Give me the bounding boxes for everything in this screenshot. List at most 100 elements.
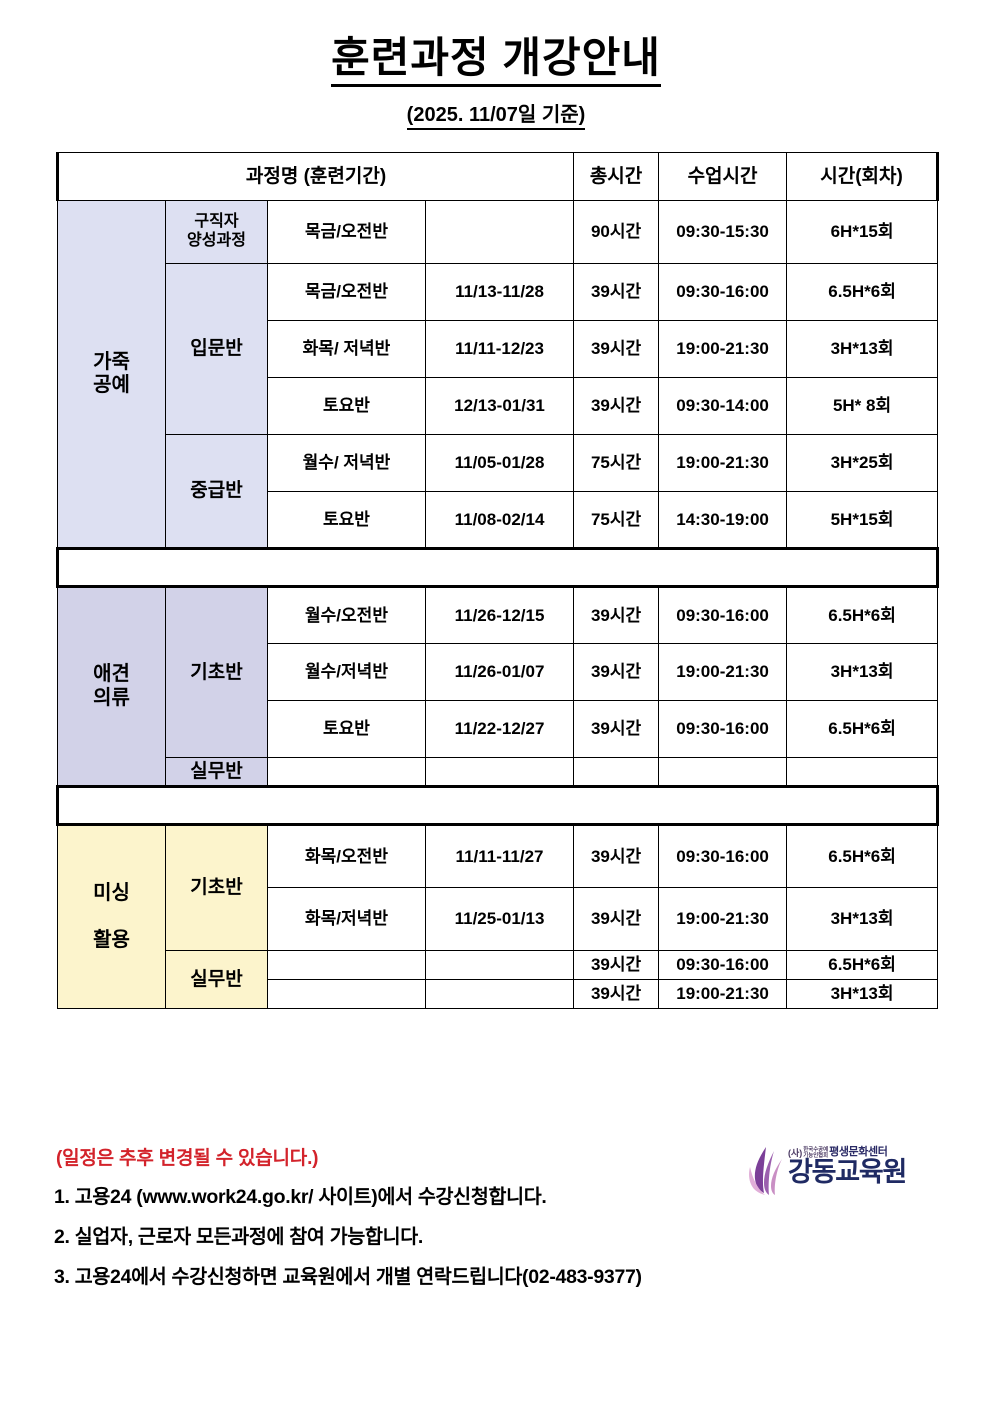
- table-row: 39시간 19:00-21:30 3H*13회: [58, 979, 939, 1010]
- course-time: 14:30-19:00: [658, 491, 788, 550]
- course-period: [424, 200, 575, 265]
- table-row: 실무반 39시간 09:30-16:00 6.5H*6회: [58, 950, 939, 1010]
- course-sessions: 6.5H*6회: [786, 824, 939, 889]
- course-name: 목금/오전반: [267, 200, 426, 265]
- course-total: 39시간: [573, 700, 660, 759]
- course-sessions: 3H*13회: [786, 643, 939, 702]
- logo-tiny-line1: 한국수공예: [803, 1146, 829, 1153]
- logo-center-name: 평생문화센터: [829, 1146, 888, 1158]
- course-sessions: 3H*13회: [786, 887, 939, 952]
- course-name: 월수/ 저녁반: [267, 434, 426, 493]
- schedule-table: 과정명 (훈련기간) 총시간 수업시간 시간(회차) 가죽 공예 구직자 양성과…: [55, 152, 940, 1010]
- logo-text-block: (사) 한국수공예 기능인협회 평생문화센터 강동교육원: [788, 1143, 907, 1187]
- course-sessions: 6.5H*6회: [786, 950, 939, 981]
- course-period: [424, 979, 575, 1010]
- category-line2: 의류: [93, 686, 130, 709]
- course-period: [424, 757, 575, 788]
- logo-main-name: 강동교육원: [788, 1157, 907, 1187]
- course-period: 11/08-02/14: [424, 491, 575, 550]
- course-total: 39시간: [573, 586, 660, 645]
- category-line1: 미싱: [93, 881, 130, 904]
- note-item: 2. 실업자, 근로자 모든과정에 참여 가능합니다.: [54, 1226, 424, 1248]
- course-name: 월수/오전반: [267, 586, 426, 645]
- logo-sa-label: (사): [788, 1148, 803, 1158]
- page-subtitle: (2025. 11/07일 기준): [406, 98, 586, 131]
- table-row: 미싱 활용 기초반 화목/오전반 11/11-11/27 39시간 09:30-…: [57, 824, 939, 1010]
- page-title: 훈련과정 개강안내: [331, 34, 661, 88]
- course-total: 39시간: [573, 377, 660, 436]
- logo-top-line: (사) 한국수공예 기능인협회 평생문화센터: [788, 1143, 906, 1159]
- level-cell-basic: 기초반: [165, 824, 268, 952]
- spacer-cell: [55, 785, 940, 827]
- course-sessions: 6.5H*6회: [786, 700, 939, 759]
- schedule-table-wrapper: 과정명 (훈련기간) 총시간 수업시간 시간(회차) 가죽 공예 구직자 양성과…: [55, 152, 940, 1010]
- footer-block: (일정은 추후 변경될 수 있습니다.) 1. 고용24 (www.work24…: [0, 1143, 992, 1300]
- note-item: 3. 고용24에서 수강신청하면 교육원에서 개별 연락드립니다(02-483-…: [54, 1266, 642, 1288]
- table-row: 애견 의류 기초반 월수/오전반 11/26-12/15 39시간 09:30-…: [57, 586, 939, 788]
- organization-logo: (사) 한국수공예 기능인협회 평생문화센터 강동교육원: [744, 1143, 944, 1215]
- level-cell-practical: 실무반: [165, 950, 268, 1010]
- course-sessions: 3H*25회: [786, 434, 939, 493]
- course-name: 화목/ 저녁반: [267, 320, 426, 379]
- title-block: 훈련과정 개강안내: [0, 0, 992, 88]
- notes-list: 1. 고용24 (www.work24.go.kr/ 사이트)에서 수강신청합니…: [54, 1180, 952, 1289]
- course-name: [267, 979, 426, 1010]
- table-row: 토요반 12/13-01/31 39시간 09:30-14:00 5H* 8회: [58, 377, 939, 436]
- course-time: 19:00-21:30: [658, 979, 788, 1010]
- level-cell-basic: 기초반: [165, 586, 268, 759]
- course-time: 09:30-16:00: [658, 263, 788, 322]
- course-total: 90시간: [573, 200, 660, 265]
- course-time: 09:30-16:00: [658, 824, 788, 889]
- level-line1: 구직자: [194, 213, 239, 231]
- course-total: 75시간: [573, 491, 660, 550]
- course-name: 화목/저녁반: [267, 887, 426, 952]
- category-line1: 가죽: [93, 350, 130, 373]
- level-cell-beginner: 입문반: [165, 263, 268, 436]
- course-sessions: 5H*15회: [786, 491, 939, 550]
- course-time: 19:00-21:30: [658, 643, 788, 702]
- logo-tiny-line2: 기능인협회: [803, 1152, 829, 1159]
- course-time: 19:00-21:30: [658, 434, 788, 493]
- course-period: 11/11-12/23: [424, 320, 575, 379]
- table-row: 토요반 11/08-02/14 75시간 14:30-19:00 5H*15회: [58, 491, 939, 550]
- table-row: 실무반: [58, 757, 939, 788]
- course-sessions: [786, 757, 939, 788]
- course-total: 39시간: [573, 979, 660, 1010]
- course-period: 11/26-01/07: [424, 643, 575, 702]
- course-total: 39시간: [573, 950, 660, 981]
- course-period: 11/26-12/15: [424, 586, 575, 645]
- course-name: [267, 950, 426, 981]
- course-total: 39시간: [573, 320, 660, 379]
- category-cell-petwear: 애견 의류: [57, 586, 166, 788]
- header-class-time: 수업시간: [658, 152, 788, 202]
- category-line2: 활용: [93, 929, 130, 952]
- note-item: 1. 고용24 (www.work24.go.kr/ 사이트)에서 수강신청합니…: [54, 1186, 547, 1208]
- course-sessions: 3H*13회: [786, 320, 939, 379]
- course-total: [573, 757, 660, 788]
- course-time: [658, 757, 788, 788]
- course-name: 토요반: [267, 700, 426, 759]
- course-sessions: 6.5H*6회: [786, 586, 939, 645]
- course-name: 화목/오전반: [267, 824, 426, 889]
- course-total: 39시간: [573, 887, 660, 952]
- section-spacer: [55, 547, 940, 589]
- course-total: 39시간: [573, 263, 660, 322]
- course-time: 09:30-15:30: [658, 200, 788, 265]
- level-cell-jobseeker: 구직자 양성과정: [165, 200, 268, 265]
- header-sessions: 시간(회차): [786, 152, 940, 202]
- course-total: 75시간: [573, 434, 660, 493]
- category-cell-leather: 가죽 공예: [57, 200, 166, 550]
- course-time: 09:30-14:00: [658, 377, 788, 436]
- course-time: 09:30-16:00: [658, 950, 788, 981]
- header-total-hours: 총시간: [573, 152, 660, 202]
- table-row: 입문반 목금/오전반 11/13-11/28 39시간 09:30-16:00 …: [58, 263, 939, 436]
- table-header-row: 과정명 (훈련기간) 총시간 수업시간 시간(회차): [55, 152, 940, 202]
- course-period: 12/13-01/31: [424, 377, 575, 436]
- course-period: 11/25-01/13: [424, 887, 575, 952]
- subtitle-block: (2025. 11/07일 기준): [0, 98, 992, 131]
- course-sessions: 3H*13회: [786, 979, 939, 1010]
- schedule-change-notice: (일정은 추후 변경될 수 있습니다.): [56, 1148, 319, 1169]
- category-cell-sewing: 미싱 활용: [57, 824, 166, 1010]
- table-row: 월수/저녁반 11/26-01/07 39시간 19:00-21:30 3H*1…: [58, 643, 939, 702]
